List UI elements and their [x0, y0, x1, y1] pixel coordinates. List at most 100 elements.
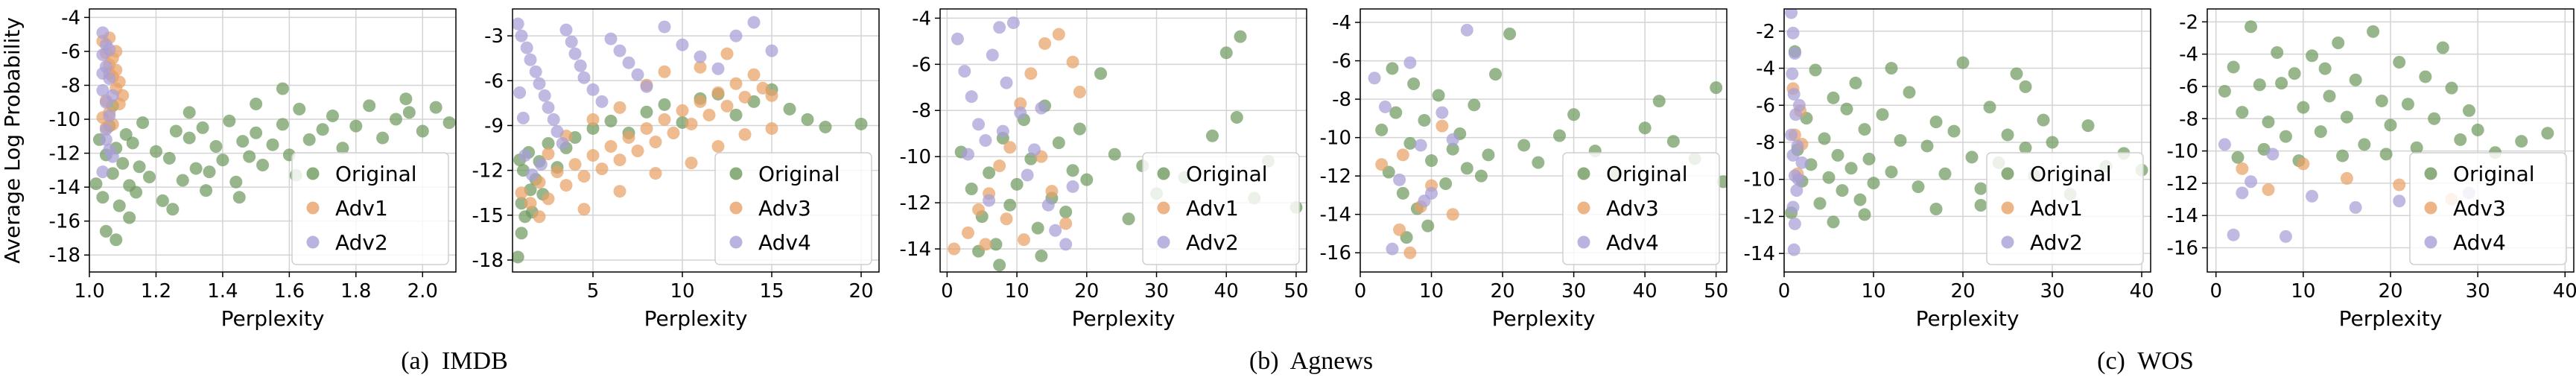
- point-original: [1059, 205, 1073, 218]
- y-tick-label: -4: [912, 7, 931, 30]
- point-adv2: [99, 133, 112, 146]
- point-original: [1858, 123, 1871, 136]
- point-original: [112, 199, 126, 212]
- point-adv3: [685, 156, 698, 170]
- point-adv3: [640, 121, 653, 135]
- legend-marker-adv4: [729, 235, 743, 249]
- point-original: [604, 114, 618, 127]
- point-adv2: [99, 123, 112, 136]
- point-original: [389, 113, 402, 126]
- legend-marker-original: [306, 167, 320, 180]
- point-adv2: [1035, 101, 1048, 115]
- point-adv3: [1435, 119, 1449, 133]
- point-original: [1876, 108, 1889, 121]
- point-original: [349, 119, 363, 133]
- caption-c-label: (c): [2097, 347, 2125, 375]
- y-tick-label: -18: [472, 250, 504, 272]
- point-original: [513, 250, 524, 264]
- point-original: [232, 191, 246, 204]
- x-tick-label: 20: [1491, 280, 1515, 303]
- point-adv4: [538, 89, 551, 102]
- point-adv2: [1790, 184, 1803, 197]
- point-adv2: [1787, 87, 1801, 101]
- point-original: [200, 184, 213, 197]
- point-original: [2001, 128, 2014, 142]
- x-tick-label: 2.0: [407, 280, 438, 303]
- point-original: [1912, 180, 1925, 194]
- point-original: [1813, 197, 1827, 210]
- point-adv2: [96, 165, 110, 179]
- point-adv3: [765, 121, 778, 135]
- point-adv4: [516, 111, 530, 124]
- point-adv4: [765, 44, 778, 57]
- point-original: [276, 118, 289, 131]
- point-original: [2236, 106, 2249, 119]
- point-original: [2384, 118, 2397, 132]
- point-original: [729, 108, 743, 121]
- caption-a: (a) IMDB: [401, 347, 508, 376]
- point-adv2: [103, 109, 116, 122]
- point-original: [442, 116, 456, 130]
- point-original: [1840, 102, 1853, 116]
- axes-frame: [1783, 8, 2151, 273]
- x-tick-label: 40: [1214, 280, 1239, 303]
- point-original: [1396, 186, 1409, 200]
- point-adv3: [729, 77, 743, 90]
- point-original: [1818, 132, 1831, 145]
- point-adv3: [524, 197, 537, 210]
- point-adv4: [556, 137, 569, 151]
- point-adv4: [2306, 189, 2319, 203]
- point-adv2: [106, 150, 119, 163]
- point-original: [1035, 249, 1048, 262]
- point-original: [1503, 27, 1517, 40]
- y-tick-label: -6: [2179, 76, 2198, 98]
- point-original: [2037, 113, 2050, 127]
- point-adv4: [658, 20, 671, 34]
- x-tick-label: 20: [848, 280, 873, 303]
- point-original: [156, 194, 169, 207]
- point-adv2: [1786, 26, 1800, 39]
- point-original: [116, 156, 130, 170]
- point-original: [1849, 76, 1862, 89]
- y-tick-label: -16: [49, 211, 80, 233]
- point-adv4: [2279, 230, 2292, 243]
- point-original: [302, 133, 316, 146]
- point-original: [1403, 136, 1417, 150]
- point-adv1: [961, 226, 974, 239]
- point-original: [2410, 141, 2423, 154]
- point-original: [2046, 136, 2059, 149]
- point-adv2: [996, 124, 1009, 138]
- point-adv4: [747, 16, 761, 29]
- point-original: [2358, 138, 2371, 151]
- point-adv2: [979, 134, 992, 147]
- caption-b: (b) Agnews: [1249, 347, 1373, 376]
- point-original: [1219, 46, 1233, 60]
- point-adv2: [965, 90, 978, 104]
- x-tick-label: 1.6: [274, 280, 305, 303]
- point-original: [2541, 127, 2554, 140]
- point-adv4: [518, 149, 532, 162]
- y-tick-label: -8: [2179, 108, 2198, 130]
- point-adv3: [577, 203, 591, 216]
- point-adv1: [1038, 37, 1052, 50]
- point-adv4: [1386, 242, 1399, 256]
- point-adv3: [542, 148, 555, 161]
- point-original: [2401, 98, 2414, 111]
- x-tick-label: 40: [2129, 280, 2154, 303]
- point-original: [149, 145, 162, 158]
- x-tick-label: 0: [941, 280, 954, 303]
- point-adv2: [993, 21, 1006, 34]
- point-adv3: [658, 113, 671, 126]
- point-adv4: [1435, 106, 1449, 119]
- points-layer: [948, 16, 1303, 272]
- legend-label-original: Original: [1186, 162, 1268, 186]
- point-original: [1929, 116, 1943, 129]
- point-adv3: [738, 90, 752, 104]
- legend-marker-original: [729, 167, 743, 180]
- legend-label-adv2: Adv2: [1186, 230, 1239, 255]
- legend-marker-original: [1577, 167, 1590, 180]
- point-original: [2462, 104, 2475, 117]
- legend-marker-adv2: [2001, 235, 2014, 249]
- point-original: [819, 120, 832, 133]
